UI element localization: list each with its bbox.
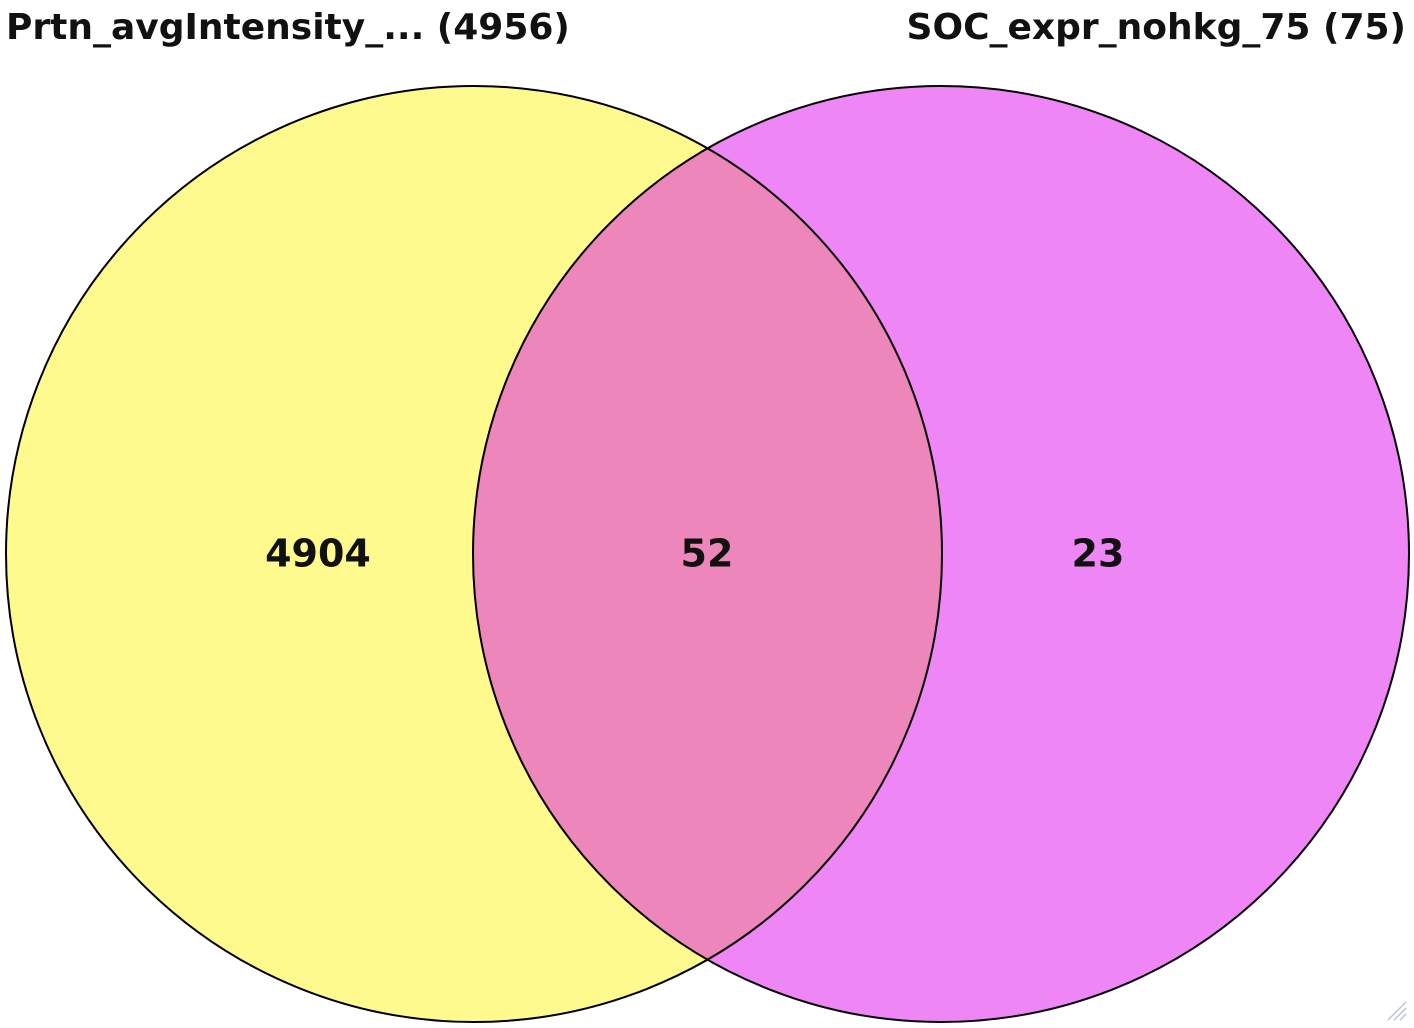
set-b-outline [472, 85, 1410, 1023]
set-a-outline [5, 85, 943, 1023]
only-a-count: 4904 [265, 532, 371, 576]
set-b-title: SOC_expr_nohkg_75 (75) [906, 7, 1406, 48]
resize-grip-icon[interactable] [1386, 1000, 1408, 1022]
intersection-count: 52 [681, 532, 734, 576]
only-b-count: 23 [1072, 532, 1125, 576]
set-a-title: Prtn_avgIntensity_... (4956) [6, 7, 570, 48]
